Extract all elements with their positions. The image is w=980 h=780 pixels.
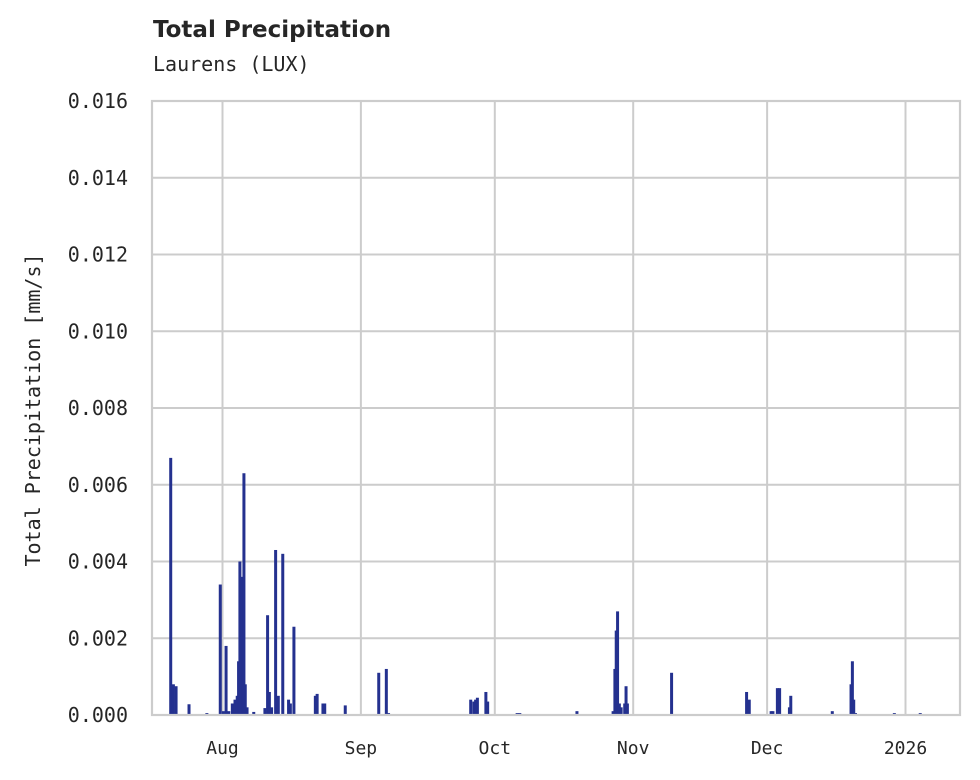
x-tick-label: Dec [751,738,784,759]
precipitation-bar [486,701,490,715]
precipitation-bar [747,699,751,715]
y-tick-label: 0.004 [68,550,128,574]
precipitation-bar [343,705,347,715]
x-tick-label: Aug [206,738,239,759]
x-tick-label: Oct [479,738,512,759]
gridlines [152,100,960,716]
precipitation-bar [292,626,296,715]
y-tick-label: 0.016 [68,89,128,113]
precipitation-bar [850,661,854,715]
precipitation-bar [224,645,228,715]
precipitation-bar [469,699,473,715]
precipitation-bar [174,686,178,715]
precipitation-bar [274,549,278,715]
precipitation-bar [789,695,793,715]
chart-subtitle: Laurens (LUX) [153,52,310,76]
precipitation-bar [475,697,479,715]
precipitation-bar [276,695,280,715]
chart-title: Total Precipitation [153,17,392,43]
precipitation-bar [243,684,247,715]
x-tick-label: Nov [617,738,650,759]
precipitation-bar [321,703,325,715]
precipitation-bar [169,457,173,715]
precipitation-bar [611,711,615,715]
precipitation-bar [377,672,381,715]
precipitation-bar [263,708,267,715]
precipitation-bar [267,691,271,715]
precipitation-bar [252,711,256,715]
precipitation-bar [670,672,674,715]
bars [169,457,922,715]
y-tick-label: 0.002 [68,626,128,650]
precipitation-bar [281,553,285,715]
y-tick-label: 0.006 [68,473,128,497]
precipitation-bar [227,711,231,715]
y-axis-ticks: 0.000 0.002 0.004 0.006 0.008 0.010 0.012 0.014… [68,89,128,727]
plot-frame [150,99,962,717]
precipitation-bar [315,693,319,715]
x-axis-ticks: Aug Sep Oct Nov Dec 2026 [206,738,927,759]
precipitation-bar [384,668,388,715]
precipitation-bar [313,695,317,715]
x-tick-label: Sep [345,738,378,759]
precipitation-bar [830,711,834,715]
precipitation-bar [233,699,237,715]
precipitation-bar [771,711,775,715]
precipitation-bar [484,691,488,715]
precipitation-bar [575,711,579,715]
precipitation-bar [616,611,620,715]
y-tick-label: 0.012 [68,243,128,267]
precipitation-bar [624,686,628,715]
precipitation-bar [617,703,621,715]
y-tick-label: 0.014 [68,166,128,190]
precipitation-bar [625,703,629,715]
y-tick-label: 0.008 [68,396,128,420]
precipitation-bar [745,691,749,715]
precipitation-bar [270,707,274,715]
precipitation-bar [266,615,270,715]
precipitation-bar [187,704,191,715]
precipitation-bar [323,703,327,715]
precipitation-bar [288,703,292,715]
precipitation-bar [242,473,246,715]
precipitation-bar [221,711,225,715]
y-tick-label: 0.010 [68,319,128,343]
x-tick-label: 2026 [884,738,927,759]
precipitation-bar [218,584,222,715]
y-tick-label: 0.000 [68,703,128,727]
precipitation-bar [852,699,856,715]
precipitation-bar [619,707,623,715]
precipitation-bar [769,711,773,715]
precipitation-bar [474,699,478,715]
precipitation-bar [245,707,249,715]
precipitation-bar [778,688,782,715]
precipitation-bar [775,688,779,715]
precipitation-bar [472,701,476,715]
precipitation-bar [171,684,175,715]
precipitation-bar [287,699,291,715]
precipitation-bar [230,703,234,715]
